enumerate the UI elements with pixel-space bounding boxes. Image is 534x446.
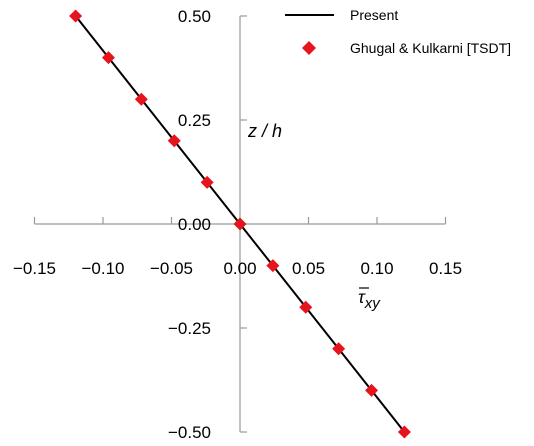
legend-label-ghugal: Ghugal & Kulkarni [TSDT] [350,40,511,56]
y-tick-label: −0.50 [168,423,211,442]
y-tick-label: 0.00 [178,215,211,234]
legend-label-present: Present [350,7,398,23]
x-tick-label: 0.00 [223,259,256,278]
x-tick-label: −0.10 [81,259,124,278]
data-point-diamond [266,259,280,273]
y-tick-label: 0.50 [178,7,211,26]
data-point-diamond [397,425,411,439]
data-point-diamond [332,342,346,356]
ticks-layer: −0.15 −0.10 −0.05 0.00 0.05 0.10 0.15 0.50 0.25 0… [13,7,462,442]
y-axis-label: z / h [247,121,282,141]
x-tick-label: 0.05 [292,259,325,278]
data-point-diamond [233,217,247,231]
data-point-diamond [101,51,115,65]
axis-labels: z / h τxy [247,121,381,312]
series-layer [69,9,411,439]
x-tick-label: 0.10 [360,259,393,278]
x-tick-label: 0.15 [429,259,462,278]
x-tick-label: −0.15 [13,259,56,278]
data-point-diamond [299,300,313,314]
data-point-diamond [365,383,379,397]
data-point-diamond [134,92,148,106]
data-point-diamond [167,134,181,148]
y-tick-label: −0.25 [168,319,211,338]
data-point-diamond [200,175,214,189]
legend-diamond-swatch [302,41,316,55]
x-axis-label: τxy [358,287,381,312]
data-point-diamond [69,9,83,23]
y-tick-label: 0.25 [178,111,211,130]
x-tick-label: −0.05 [150,259,193,278]
legend: Present Ghugal & Kulkarni [TSDT] [285,7,511,56]
